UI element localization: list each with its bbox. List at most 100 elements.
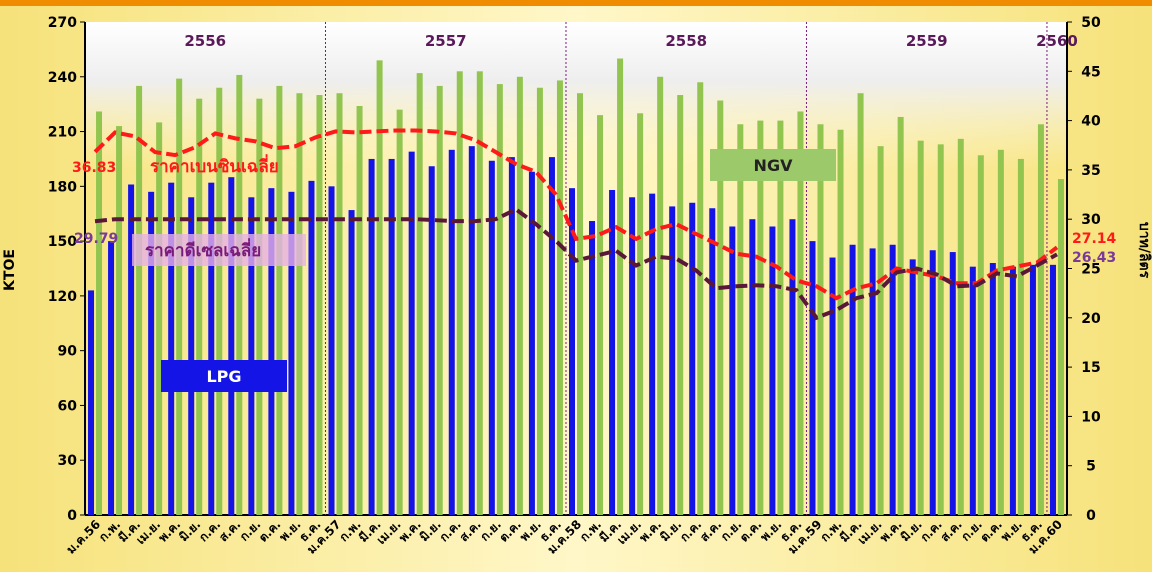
bar	[737, 124, 744, 515]
bar	[589, 221, 596, 515]
bar	[717, 100, 724, 515]
bar	[897, 116, 904, 515]
legend-box	[132, 234, 306, 266]
y-tick-label: 30	[58, 453, 78, 469]
bar	[488, 160, 495, 515]
bar	[677, 95, 684, 515]
y-tick-label: 120	[48, 289, 77, 305]
y-tick-label: 180	[48, 179, 77, 195]
y2-tick-label: 20	[1081, 311, 1101, 327]
legend-box	[161, 360, 287, 392]
bar	[797, 111, 804, 515]
top-strip	[0, 0, 1152, 6]
y2-tick-label: 40	[1081, 114, 1101, 130]
bar	[448, 149, 455, 515]
y-tick-label: 210	[48, 125, 77, 141]
bar	[989, 263, 996, 515]
bar	[476, 71, 483, 516]
y2-axis-label: บาท/ลิตร	[1136, 222, 1152, 279]
y-tick-label: 60	[58, 398, 78, 414]
bar	[749, 219, 756, 515]
legend-box	[710, 149, 836, 181]
bar	[869, 248, 876, 516]
y2-tick-label: 30	[1081, 212, 1101, 228]
bar	[697, 82, 704, 515]
legend-label: LPG	[206, 367, 241, 386]
bar	[168, 182, 175, 515]
bar	[769, 226, 776, 515]
bar	[316, 95, 323, 515]
bar	[336, 93, 343, 515]
bar	[328, 186, 335, 516]
bar	[408, 151, 415, 515]
bar	[909, 259, 916, 515]
bar	[288, 191, 295, 516]
bar	[248, 197, 255, 516]
bar	[1029, 264, 1036, 515]
bar	[729, 226, 736, 515]
bar	[1017, 158, 1024, 515]
bar	[376, 60, 383, 515]
bar	[436, 85, 443, 515]
bar	[108, 241, 115, 515]
bar	[857, 93, 864, 515]
bar	[849, 244, 856, 515]
bar	[296, 93, 303, 515]
end-label: 29.79	[74, 231, 118, 247]
bar	[536, 87, 543, 515]
bar	[829, 257, 836, 515]
bar	[777, 120, 784, 515]
end-label: 27.14	[1072, 231, 1117, 247]
bar	[468, 146, 475, 515]
bar	[709, 208, 716, 515]
bar	[308, 180, 315, 515]
bar	[1049, 264, 1056, 515]
y2-tick-label: 35	[1081, 163, 1100, 179]
bar	[877, 146, 884, 515]
bar	[516, 76, 523, 516]
year-label: 2556	[184, 32, 226, 50]
bar	[268, 188, 275, 516]
y-tick-label: 90	[58, 344, 78, 360]
bar	[128, 184, 135, 516]
y2-tick-label: 5	[1086, 459, 1096, 475]
bar	[428, 166, 435, 515]
bar	[809, 241, 816, 515]
bar	[556, 80, 563, 515]
y2-tick-label: 15	[1081, 360, 1100, 376]
bar	[216, 87, 223, 515]
bar	[208, 182, 215, 515]
bar	[548, 157, 555, 515]
legend-label: ราคาดีเซลเฉลี่ย	[145, 238, 261, 261]
bar	[88, 290, 95, 515]
y2-tick-label: 0	[1086, 508, 1096, 524]
bar	[637, 113, 644, 515]
bar	[368, 158, 375, 515]
bar	[929, 250, 936, 516]
bar	[496, 84, 503, 515]
bar	[148, 191, 155, 516]
end-label: 26.43	[1072, 250, 1116, 266]
bar	[188, 197, 195, 516]
bar	[276, 85, 283, 515]
bar	[528, 171, 535, 515]
bar	[837, 129, 844, 516]
bar	[617, 58, 624, 515]
bar	[757, 120, 764, 515]
bar	[957, 138, 964, 515]
bar	[96, 111, 103, 515]
bar	[609, 189, 616, 516]
bar	[256, 98, 263, 515]
bar	[789, 219, 796, 515]
bar	[1037, 124, 1044, 515]
bar	[116, 126, 123, 516]
bar	[416, 73, 423, 516]
y-tick-label: 0	[67, 508, 77, 524]
bar	[456, 71, 463, 516]
bar	[156, 122, 163, 515]
bar	[196, 98, 203, 515]
bar	[649, 193, 656, 516]
bar	[629, 197, 636, 516]
year-label: 2558	[665, 32, 707, 50]
